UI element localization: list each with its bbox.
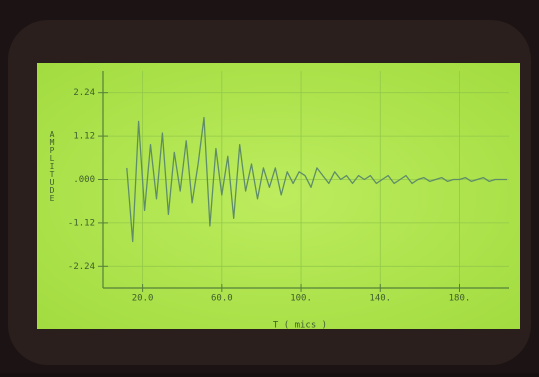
crt-screen bbox=[37, 63, 520, 329]
y-tick-label: .000 bbox=[73, 175, 95, 185]
y-tick-label: -2.24 bbox=[68, 262, 95, 272]
y-tick-label: -1.12 bbox=[68, 218, 95, 228]
y-axis-title: AMPLITUDE bbox=[48, 130, 57, 202]
x-tick-label: 60.0 bbox=[211, 294, 233, 304]
x-axis-title: T ( mics ) bbox=[273, 321, 327, 331]
x-tick-label: 140. bbox=[369, 294, 391, 304]
x-tick-label: 180. bbox=[449, 294, 471, 304]
x-tick-label: 20.0 bbox=[132, 294, 154, 304]
waveform bbox=[126, 116, 507, 243]
x-tick-label: 100. bbox=[290, 294, 312, 304]
y-tick-label: 2.24 bbox=[73, 88, 95, 98]
y-tick-label: 1.12 bbox=[73, 132, 95, 142]
